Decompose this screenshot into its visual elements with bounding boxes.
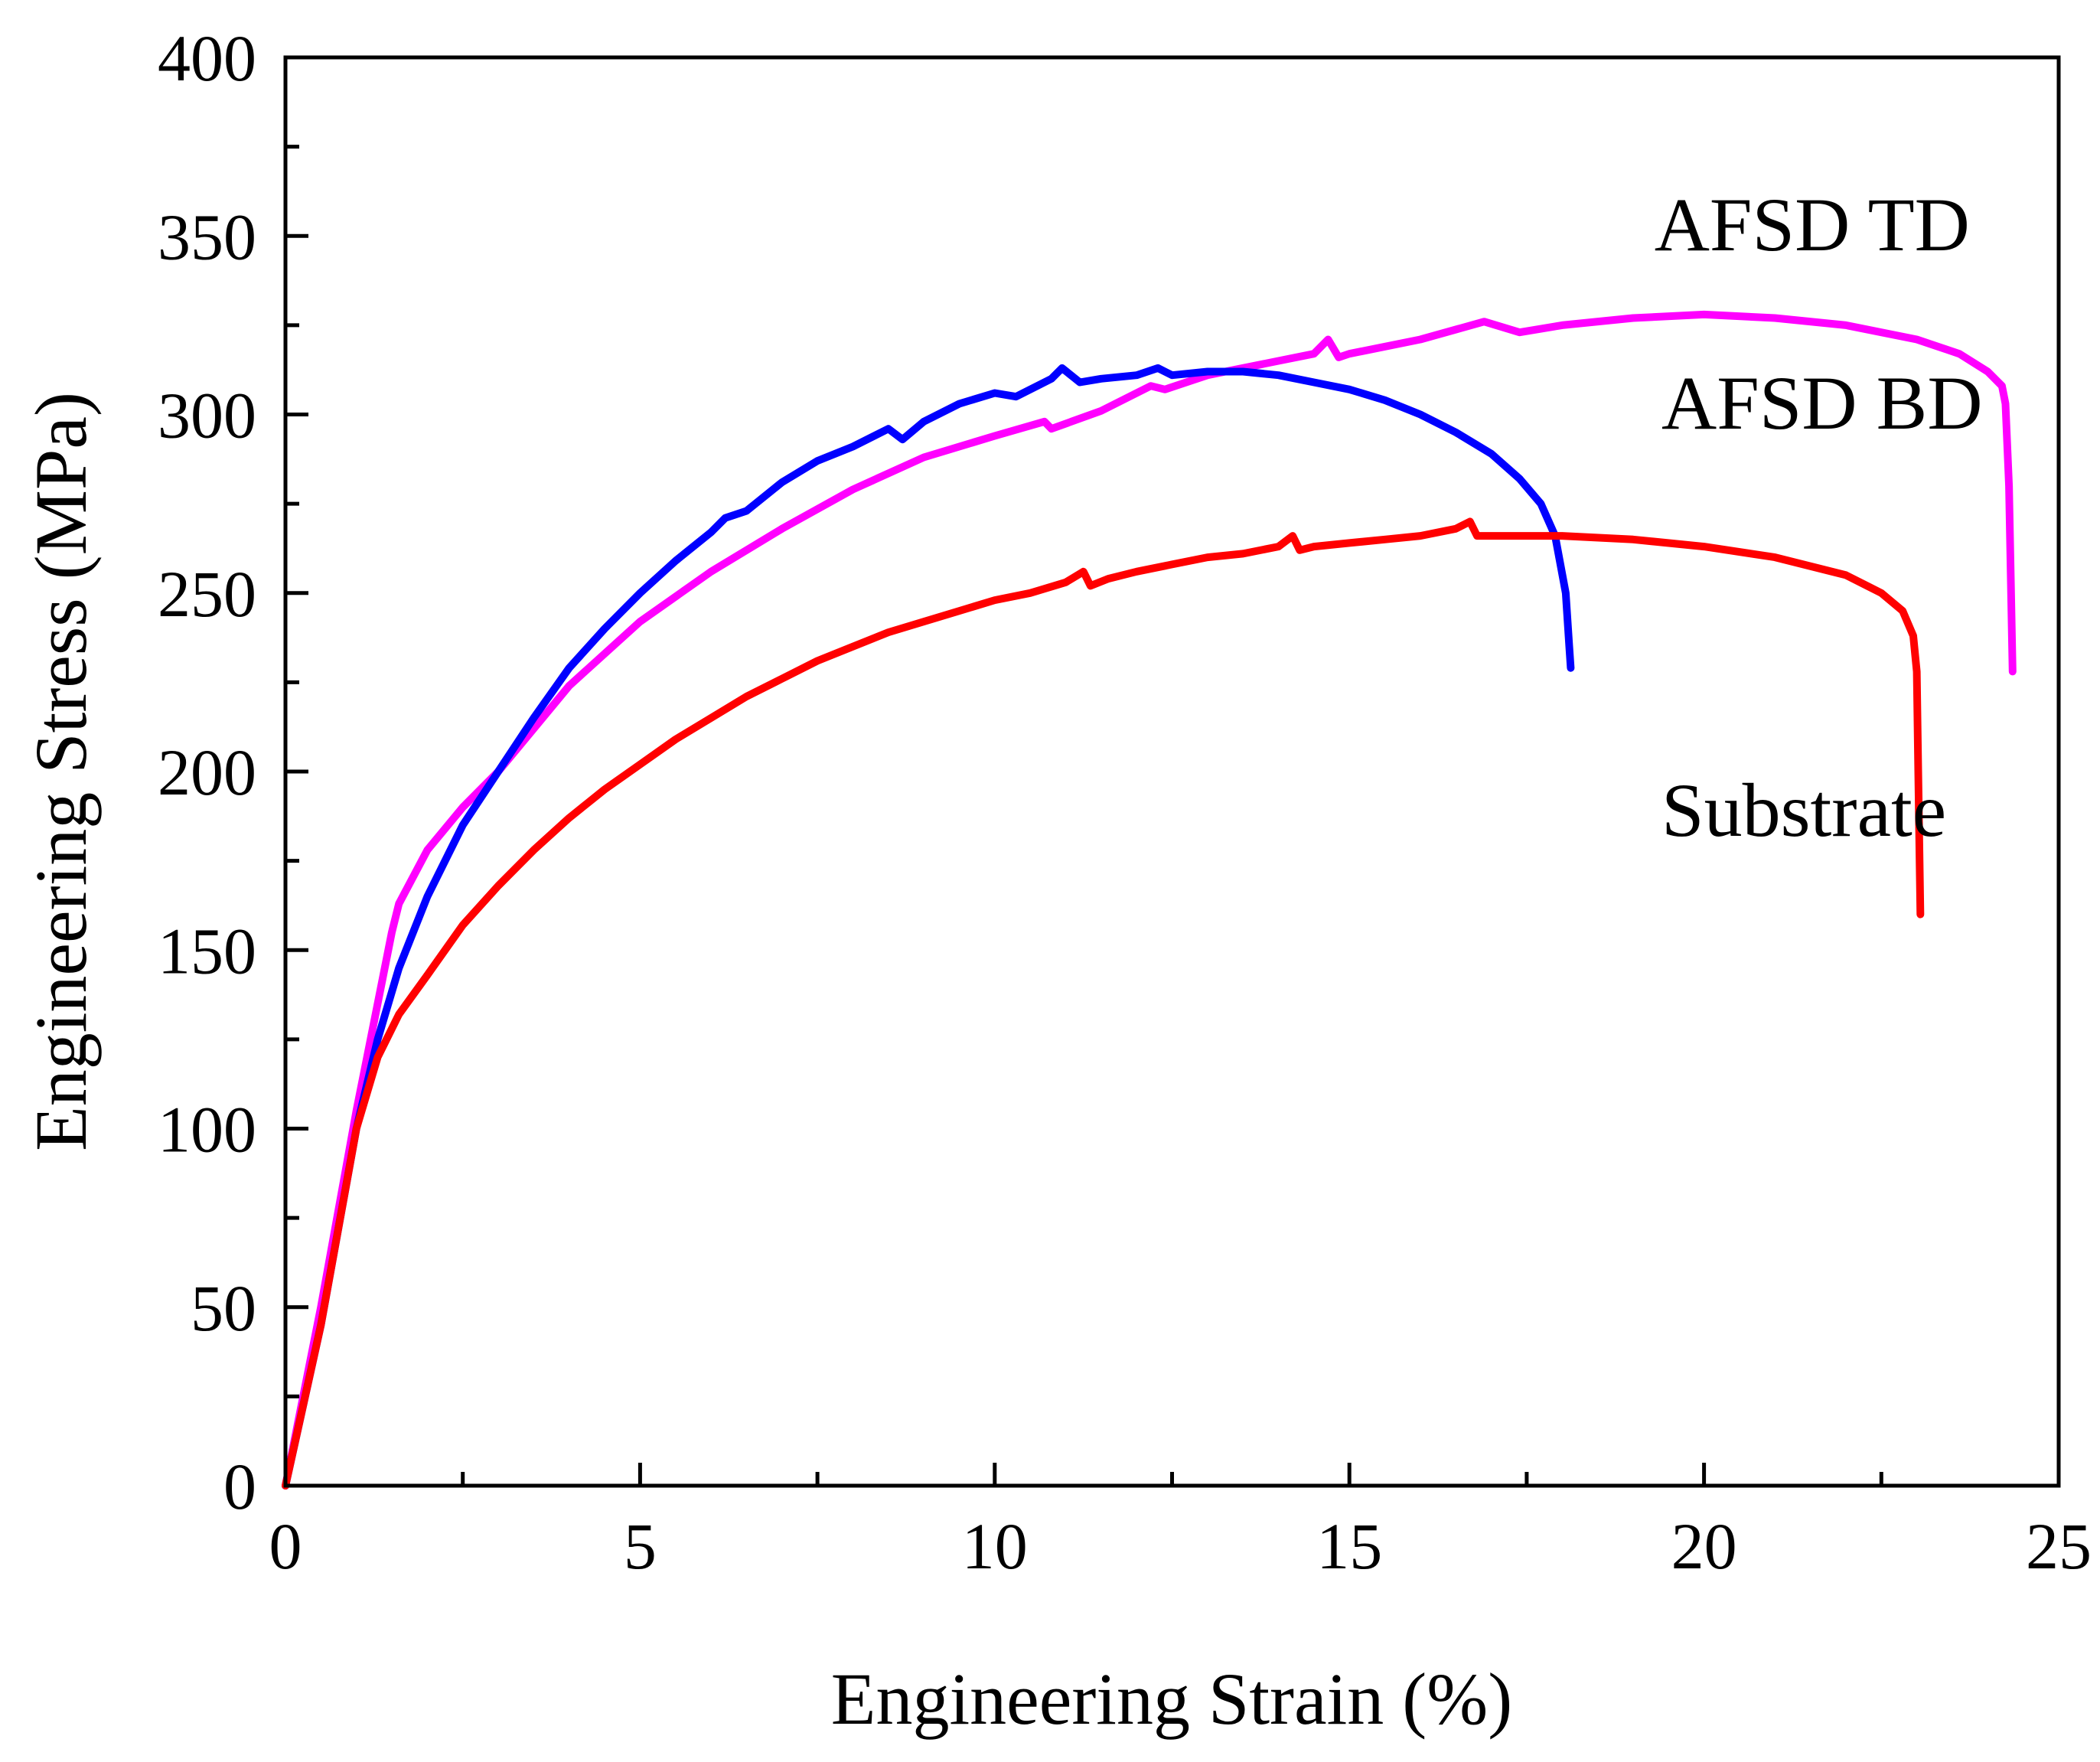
y-tick-label: 300: [158, 379, 256, 452]
series-label-afsd-bd: AFSD BD: [1661, 361, 1983, 445]
x-tick-label: 25: [2026, 1509, 2092, 1583]
x-axis-ticks: [283, 1463, 2061, 1486]
y-tick-label: 150: [158, 914, 256, 987]
x-tick-label: 0: [269, 1509, 302, 1583]
x-axis-tick-labels: 0 5 10 15 20 25: [269, 1509, 2092, 1583]
y-axis-ticks: [285, 55, 308, 1488]
x-tick-label: 15: [1316, 1509, 1382, 1583]
y-axis-title: Engineering Stress (MPa): [20, 392, 102, 1151]
x-axis-title: Engineering Strain (%): [831, 1658, 1512, 1740]
y-tick-label: 400: [158, 21, 256, 95]
y-tick-label: 350: [158, 200, 256, 273]
x-tick-label: 10: [962, 1509, 1028, 1583]
y-tick-label: 250: [158, 557, 256, 631]
y-axis-tick-labels: 0 50 100 150 200 250 300 350 400: [158, 21, 256, 1523]
series-line-afsd-td: [282, 310, 2017, 1490]
x-tick-label: 20: [1671, 1509, 1737, 1583]
series-label-substrate: Substrate: [1661, 768, 1946, 853]
curves-layer: [282, 310, 2017, 1490]
series-line-substrate: [282, 517, 1925, 1490]
y-tick-label: 0: [223, 1450, 256, 1523]
y-tick-label: 200: [158, 736, 256, 809]
x-tick-label: 5: [624, 1509, 657, 1583]
series-line-afsd-bd: [282, 364, 1575, 1490]
y-tick-label: 100: [158, 1093, 256, 1167]
y-tick-label: 50: [191, 1271, 256, 1345]
series-labels: AFSD TD AFSD BD Substrate: [1655, 182, 1983, 853]
series-label-afsd-td: AFSD TD: [1655, 182, 1970, 267]
